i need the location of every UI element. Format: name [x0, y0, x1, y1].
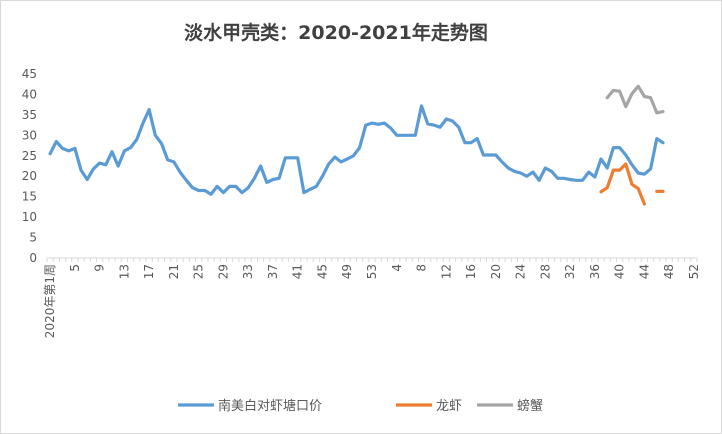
x-axis: 2020年第1周 5 9 13 17 21 25 29 33 37 41 45 49 53 4 8 12 16 20…	[43, 257, 701, 338]
x-tick-label: 33	[241, 264, 255, 279]
series-layer	[48, 84, 665, 206]
x-tick-label: 40	[613, 264, 627, 279]
x-tick-label: 29	[216, 264, 230, 279]
x-tick-label: 49	[340, 264, 354, 279]
x-tick-label: 52	[687, 264, 701, 279]
y-tick-label: 15	[22, 190, 37, 204]
x-tick-label: 36	[588, 264, 602, 279]
x-tick-label: 53	[365, 264, 379, 279]
y-tick-label: 10	[22, 210, 37, 224]
y-tick-label: 20	[22, 169, 37, 183]
series-line-1	[599, 162, 647, 206]
legend-label: 龙虾	[436, 399, 462, 414]
series-line-2	[605, 84, 665, 115]
x-tick-label: 45	[315, 264, 329, 279]
x-tick-label-first: 2020年第1周	[43, 264, 57, 338]
x-tick-label: 41	[291, 264, 305, 279]
y-tick-label: 25	[22, 149, 37, 163]
x-tick-label: 25	[192, 264, 206, 279]
y-tick-label: 45	[22, 67, 37, 81]
x-tick-label: 32	[563, 264, 577, 279]
x-tick-label: 16	[464, 264, 478, 279]
y-tick-label: 5	[29, 231, 37, 245]
x-tick-label: 37	[266, 264, 280, 279]
x-tick-label: 4	[390, 264, 404, 272]
y-tick-label: 0	[29, 251, 37, 265]
legend-label: 南美白对虾塘口价	[218, 398, 322, 414]
y-tick-label: 40	[22, 87, 37, 101]
y-axis-labels: 0 5 10 15 20 25 30 35 40 45	[22, 67, 37, 265]
legend-label: 螃蟹	[517, 398, 543, 414]
x-tick-label: 24	[514, 264, 528, 279]
x-tick-label: 44	[637, 264, 651, 279]
x-tick-label: 5	[68, 264, 82, 272]
x-tick-label: 12	[439, 264, 453, 279]
series-line-0	[48, 104, 665, 196]
x-tick-label: 28	[538, 264, 552, 279]
x-tick-label: 8	[415, 264, 429, 272]
x-tick-label: 9	[93, 264, 107, 272]
x-tick-label: 17	[142, 264, 156, 279]
x-tick-label: 21	[167, 264, 181, 279]
chart-title: 淡水甲壳类：2020-2021年走势图	[184, 21, 488, 44]
y-tick-label: 35	[22, 108, 37, 122]
x-tick-label: 13	[117, 264, 131, 279]
x-tick-label: 48	[662, 264, 676, 279]
x-tick-label: 20	[489, 264, 503, 279]
legend: 南美白对虾塘口价 龙虾 螃蟹	[178, 398, 543, 414]
y-tick-label: 30	[22, 128, 37, 142]
